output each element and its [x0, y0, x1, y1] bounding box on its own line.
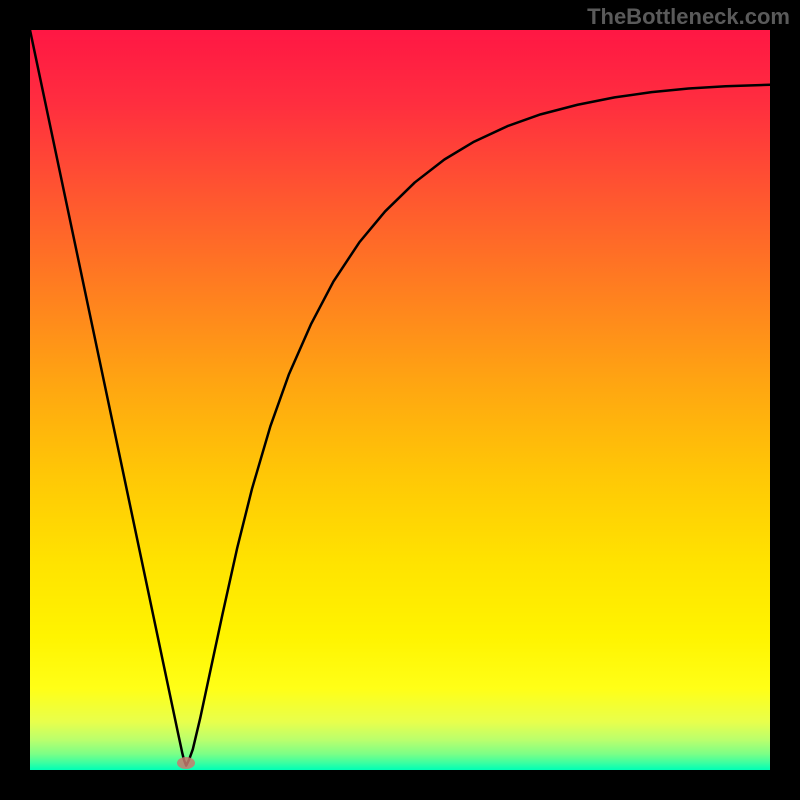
plot-area [30, 30, 770, 770]
bottleneck-curve [30, 30, 770, 766]
watermark-text: TheBottleneck.com [587, 4, 790, 30]
curve-overlay [30, 30, 770, 770]
figure-container: TheBottleneck.com [0, 0, 800, 800]
